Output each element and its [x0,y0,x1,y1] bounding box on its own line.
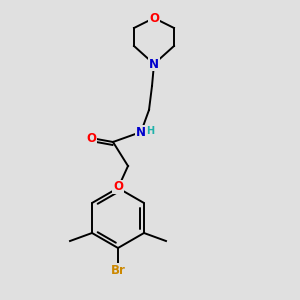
Text: O: O [149,11,159,25]
Text: O: O [86,131,96,145]
Text: Br: Br [111,263,125,277]
Text: N: N [136,125,146,139]
Text: H: H [146,126,154,136]
Text: N: N [149,58,159,70]
Text: O: O [113,181,123,194]
